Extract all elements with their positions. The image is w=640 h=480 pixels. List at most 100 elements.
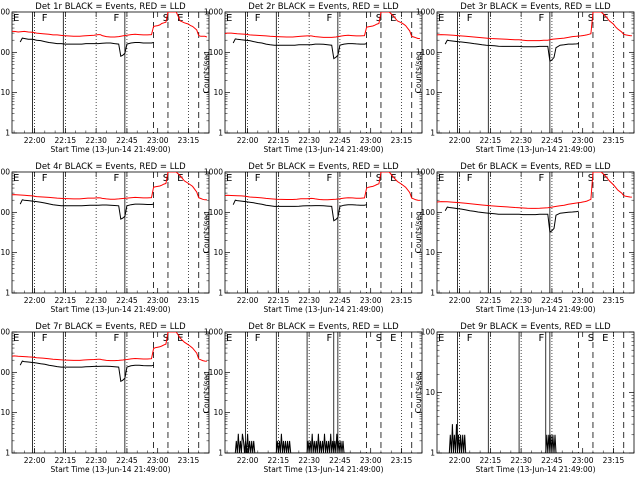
- det-9-ytick-label: 1: [430, 449, 435, 458]
- det-7-xtick-label: 22:45: [116, 456, 138, 465]
- det-9-series-events: [448, 424, 579, 453]
- det-6-ytick-label: 10: [425, 248, 435, 257]
- det-4-series-events: [19, 199, 154, 220]
- det-3-xtick-label: 22:30: [510, 136, 532, 145]
- det-5-xtick-label: 22:00: [237, 296, 259, 305]
- det-5-flag: F: [255, 173, 261, 184]
- det-3-flag: F: [539, 13, 545, 24]
- det-7-series-lld: [12, 332, 207, 362]
- det-1-ytick-label: 1: [5, 129, 10, 138]
- det-3-flag: E: [602, 13, 608, 24]
- det-2-flag: F: [327, 13, 333, 24]
- det-8-xtick-label: 22:00: [237, 456, 259, 465]
- det-1-xtick-label: 22:30: [85, 136, 107, 145]
- det-4-ytick-label: 1000: [0, 168, 10, 177]
- det-1-series-lld: [12, 12, 208, 38]
- det-6-xlabel: Start Time (13-Jun-14 21:49:00): [476, 305, 596, 314]
- det-6-flag: S: [588, 173, 594, 184]
- det-9-flag: S: [588, 333, 594, 344]
- det-2-xtick-label: 22:45: [329, 136, 351, 145]
- det-3-axes: [436, 11, 635, 134]
- det-4-flag: E: [177, 173, 183, 184]
- det-5-series-events: [232, 199, 367, 222]
- det-8-xtick-label: 22:15: [268, 456, 290, 465]
- det-6-ytick-label: 1000: [416, 168, 435, 177]
- det-5-xtick-label: 22:30: [298, 296, 320, 305]
- det-6-title: Det 6r BLACK = Events, RED = LLD: [460, 162, 611, 172]
- det-8-flag: S: [376, 333, 382, 344]
- det-6-flag: F: [467, 173, 473, 184]
- det-2-ytick-label: 1: [218, 129, 223, 138]
- det-8-flag: E: [226, 333, 232, 344]
- det-6-series-lld: [437, 172, 632, 209]
- det-7-ytick-label: 10: [0, 408, 10, 417]
- det-9-xtick-label: 22:45: [541, 456, 563, 465]
- det-9-xtick-label: 22:30: [510, 456, 532, 465]
- det-7-xtick-label: 22:30: [85, 456, 107, 465]
- det-7-axes: [11, 331, 210, 454]
- det-4-flag: E: [13, 173, 19, 184]
- det-4-flag: F: [114, 173, 120, 184]
- det-1-flag: S: [163, 13, 169, 24]
- det-1-ytick-label: 100: [0, 48, 10, 57]
- det-8-flag: F: [255, 333, 261, 344]
- det-8-xtick-label: 22:30: [298, 456, 320, 465]
- det-7-flag: F: [114, 333, 120, 344]
- det-1-flag: E: [13, 13, 19, 24]
- det-6-ytick-label: 1: [430, 289, 435, 298]
- det-3-xtick-label: 23:15: [603, 136, 625, 145]
- det-7-xlabel: Start Time (13-Jun-14 21:49:00): [51, 465, 171, 474]
- det-9-xlabel: Start Time (13-Jun-14 21:49:00): [476, 465, 596, 474]
- det-4-xtick-label: 22:15: [55, 296, 77, 305]
- det-7-ytick-label: 1: [5, 449, 10, 458]
- det-3-series-lld: [437, 12, 632, 42]
- det-5-ytick-label: 1: [218, 289, 223, 298]
- det-9-xtick-label: 22:15: [480, 456, 502, 465]
- det-4-ytick-label: 100: [0, 208, 10, 217]
- det-3-xtick-label: 22:00: [449, 136, 471, 145]
- det-9-title: Det 9r BLACK = Events, RED = LLD: [460, 322, 611, 332]
- det-3-ytick-label: 100: [421, 48, 436, 57]
- det-5-ytick-label: 10: [213, 248, 223, 257]
- det-7-panel: Det 7r BLACK = Events, RED = LLD 1 10 100 10…: [0, 322, 210, 474]
- det-2-xtick-label: 23:00: [360, 136, 382, 145]
- det-9-panel: Det 9r BLACK = Events, RED = LLD 1 10 100 Co…: [414, 322, 635, 474]
- det-6-xtick-label: 22:15: [480, 296, 502, 305]
- det-4-xtick-label: 22:00: [24, 296, 46, 305]
- det-3-title: Det 3r BLACK = Events, RED = LLD: [460, 2, 611, 12]
- det-8-flag: E: [390, 333, 396, 344]
- det-2-series-events: [232, 38, 367, 60]
- det-3-ytick-label: 1: [430, 129, 435, 138]
- det-7-flag: F: [42, 333, 48, 344]
- det-2-ytick-label: 10: [213, 88, 223, 97]
- det-2-axes: [224, 11, 423, 134]
- det-2-xtick-label: 22:00: [237, 136, 259, 145]
- det-5-flag: E: [226, 173, 232, 184]
- det-2-xlabel: Start Time (13-Jun-14 21:49:00): [264, 145, 384, 154]
- det-3-ytick-label: 1000: [416, 8, 435, 17]
- det-1-xtick-label: 23:15: [178, 136, 200, 145]
- det-5-xtick-label: 23:15: [391, 296, 413, 305]
- det-5-xtick-label: 23:00: [360, 296, 382, 305]
- det-2-series-lld: [225, 12, 420, 39]
- det-8-ytick-label: 1: [218, 449, 223, 458]
- det-9-ylabel: Counts/sec: [414, 372, 423, 413]
- det-6-panel: Det 6r BLACK = Events, RED = LLD 1 10 100 10…: [414, 162, 635, 314]
- det-3-xtick-label: 23:00: [572, 136, 594, 145]
- det-8-axes: [224, 331, 423, 454]
- det-2-flag: E: [390, 13, 396, 24]
- det-2-xtick-label: 22:15: [268, 136, 290, 145]
- det-1-xlabel: Start Time (13-Jun-14 21:49:00): [51, 145, 171, 154]
- det-7-series-events: [19, 360, 154, 383]
- det-9-xtick-label: 23:15: [603, 456, 625, 465]
- det-9-flag: F: [539, 333, 545, 344]
- det-8-xtick-label: 23:15: [391, 456, 413, 465]
- det-1-xtick-label: 22:15: [55, 136, 77, 145]
- det-6-ylabel: Counts/sec: [414, 212, 423, 253]
- det-1-panel: Det 1r BLACK = Events, RED = LLD 1 10 100 10…: [0, 2, 210, 154]
- det-5-xtick-label: 22:15: [268, 296, 290, 305]
- det-5-xtick-label: 22:45: [329, 296, 351, 305]
- det-8-ylabel: Counts/sec: [202, 372, 211, 413]
- det-5-ytick-label: 1000: [204, 168, 223, 177]
